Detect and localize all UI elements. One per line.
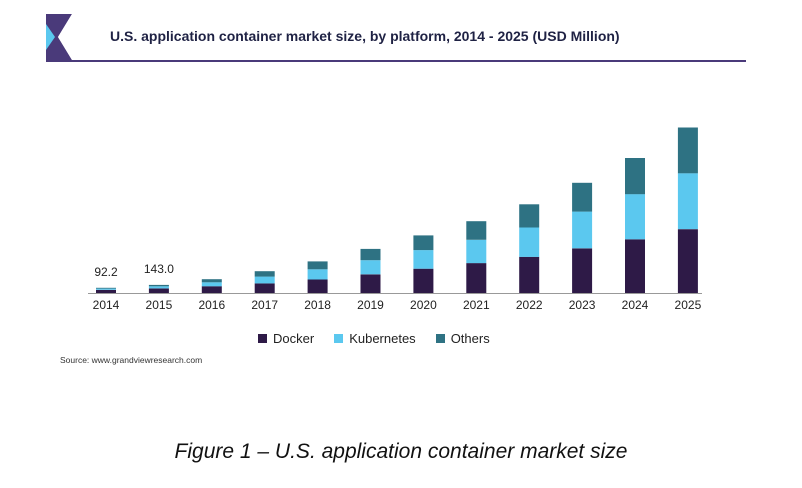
bar-docker-2023: [572, 248, 593, 293]
bar-kubernetes-2017: [254, 276, 275, 284]
bar-kubernetes-2015: [148, 286, 169, 289]
data-label-2014: 92.2: [94, 265, 118, 279]
bar-kubernetes-2021: [466, 239, 487, 264]
bar-others-2025: [677, 127, 698, 174]
chart-title: U.S. application container market size, …: [110, 28, 620, 44]
bar-docker-2020: [413, 268, 434, 293]
chart-header: U.S. application container market size, …: [46, 14, 746, 62]
bar-docker-2024: [625, 239, 645, 293]
legend-swatch-kubernetes: [334, 334, 344, 343]
legend-item-docker: Docker: [258, 331, 314, 346]
x-tick-label-2018: 2018: [304, 298, 331, 312]
x-tick-label-2014: 2014: [93, 298, 120, 312]
bar-kubernetes-2024: [625, 194, 645, 240]
chart-legend: Docker Kubernetes Others: [258, 331, 490, 346]
data-label-2015: 143.0: [144, 262, 174, 276]
legend-label-others: Others: [450, 331, 490, 346]
brand-logo-icon: [46, 14, 72, 60]
bar-others-2020: [413, 235, 434, 251]
bar-kubernetes-2019: [360, 260, 381, 275]
x-tick-label-2021: 2021: [463, 298, 490, 312]
legend-item-kubernetes: Kubernetes: [334, 331, 416, 346]
header-divider: [46, 60, 746, 62]
bar-docker-2021: [466, 263, 487, 293]
x-tick-label-2015: 2015: [146, 298, 173, 312]
bar-kubernetes-2025: [677, 173, 698, 230]
x-tick-label-2023: 2023: [569, 298, 596, 312]
legend-item-others: Others: [435, 331, 490, 346]
source-note: Source: www.grandviewresearch.com: [60, 355, 203, 365]
bar-docker-2022: [519, 256, 540, 293]
bar-others-2024: [625, 158, 645, 195]
bar-docker-2016: [201, 286, 222, 293]
bar-kubernetes-2014: [96, 288, 116, 290]
bar-docker-2025: [677, 229, 698, 293]
bar-kubernetes-2018: [307, 269, 328, 280]
x-tick-label-2019: 2019: [357, 298, 384, 312]
bar-others-2017: [254, 271, 275, 277]
bar-others-2021: [466, 221, 487, 240]
legend-swatch-others: [435, 334, 445, 343]
x-tick-label-2022: 2022: [516, 298, 543, 312]
bar-docker-2015: [148, 288, 169, 293]
legend-swatch-docker: [258, 334, 267, 343]
bar-kubernetes-2016: [201, 282, 222, 287]
bar-docker-2017: [254, 283, 275, 293]
bar-others-2018: [307, 261, 328, 270]
bar-kubernetes-2023: [572, 211, 593, 249]
x-tick-label-2016: 2016: [198, 298, 225, 312]
bar-others-2019: [360, 248, 381, 261]
bar-others-2014: [96, 287, 116, 289]
x-tick-label-2025: 2025: [675, 298, 702, 312]
bar-kubernetes-2020: [413, 250, 434, 269]
figure-caption: Figure 1 – U.S. application container ma…: [174, 440, 628, 463]
bar-others-2015: [148, 284, 169, 287]
legend-label-kubernetes: Kubernetes: [349, 331, 416, 346]
bar-others-2022: [519, 204, 540, 228]
bar-docker-2014: [96, 289, 116, 293]
x-tick-label-2024: 2024: [622, 298, 649, 312]
stacked-bar-chart: 2014 2015 2016 2017 2018 2019 2020 2021 2022 2023…: [88, 127, 702, 312]
bar-kubernetes-2022: [519, 227, 540, 257]
legend-label-docker: Docker: [273, 331, 315, 346]
bar-docker-2019: [360, 274, 381, 293]
bar-others-2023: [572, 182, 593, 212]
x-tick-label-2017: 2017: [251, 298, 278, 312]
x-tick-label-2020: 2020: [410, 298, 437, 312]
bar-docker-2018: [307, 279, 328, 293]
bar-others-2016: [201, 279, 222, 283]
